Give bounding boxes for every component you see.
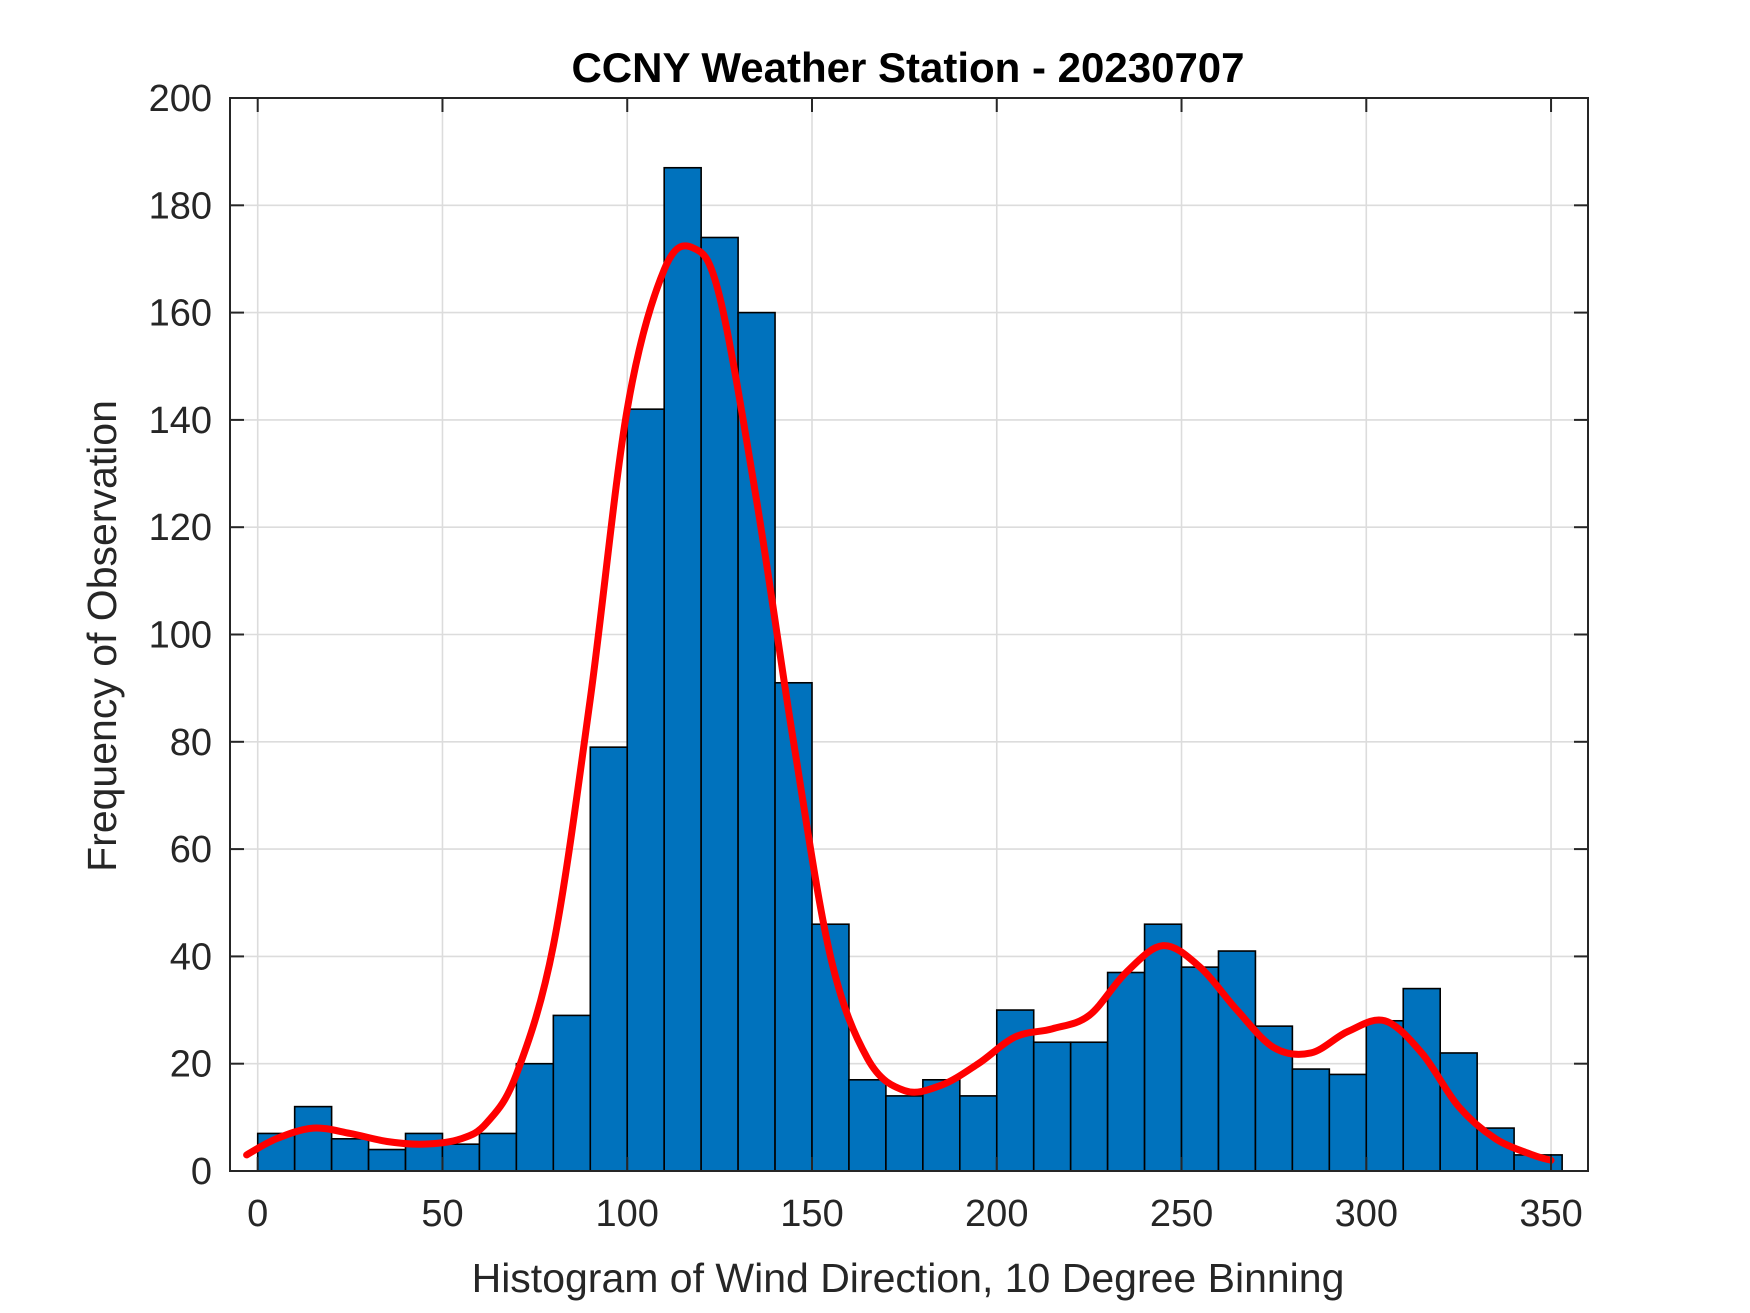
histogram-bar [1328, 1073, 1368, 1172]
histogram-bar [1365, 1019, 1405, 1172]
y-tick-label: 160 [149, 293, 212, 335]
y-tick-label: 20 [170, 1044, 212, 1086]
chart-title: CCNY Weather Station - 20230707 [571, 44, 1244, 91]
histogram-bar [774, 681, 813, 1172]
y-tick-label: 140 [149, 400, 212, 442]
y-tick-label: 120 [149, 507, 212, 549]
x-tick-label: 300 [1335, 1193, 1398, 1235]
grid-lines [230, 97, 1588, 1172]
x-tick-label: 100 [596, 1193, 659, 1235]
axes: 0 50 100 150 200 250 300 350 0 20 40 60 80 100 120 140 1… [149, 78, 1589, 1235]
histogram-bar [1476, 1127, 1515, 1172]
histogram-bar [885, 1095, 924, 1172]
histogram-bar [626, 408, 665, 1172]
histogram-bar [515, 1062, 555, 1172]
histogram-bar [367, 1148, 407, 1172]
histogram-bar [959, 1095, 998, 1172]
fit-curve-line [243, 242, 1555, 1164]
histogram-bar [1291, 1068, 1331, 1172]
histogram-bar [1106, 971, 1146, 1172]
x-tick-label: 0 [247, 1193, 268, 1235]
histogram-bar [700, 236, 739, 1172]
y-axis-label: Frequency of Observation [79, 400, 125, 872]
y-tick-label: 100 [149, 615, 212, 657]
x-tick-label: 200 [965, 1193, 1028, 1235]
fit-curve [243, 242, 1555, 1164]
histogram-bar [404, 1132, 444, 1172]
x-tick-label: 250 [1150, 1193, 1213, 1235]
y-tick-label: 40 [170, 936, 212, 978]
histogram-bar [441, 1143, 481, 1172]
histogram-bar [1032, 1041, 1072, 1172]
histogram-bar [848, 1078, 887, 1172]
y-tick-label: 200 [149, 78, 212, 120]
y-tick-label: 60 [170, 829, 212, 871]
y-tick-label: 180 [149, 185, 212, 227]
x-axis-label: Histogram of Wind Direction, 10 Degree B… [472, 1255, 1345, 1301]
histogram-bar [922, 1078, 961, 1172]
histogram-bar [589, 746, 629, 1172]
x-tick-label: 150 [780, 1193, 843, 1235]
histogram-bar [1143, 923, 1183, 1172]
x-tick-label: 350 [1519, 1193, 1582, 1235]
histogram-bar [552, 1014, 592, 1172]
histogram-bar [1217, 950, 1257, 1172]
histogram-bar [330, 1138, 370, 1172]
histogram-bar [1402, 987, 1441, 1172]
x-tick-label: 50 [421, 1193, 463, 1235]
histogram-bar [1069, 1041, 1109, 1172]
histogram-bar [737, 311, 776, 1172]
histogram-bar [663, 166, 702, 1172]
histogram-bar [478, 1132, 518, 1172]
y-tick-label: 0 [191, 1151, 212, 1193]
histogram-bar [1180, 966, 1220, 1172]
histogram-bar [1439, 1052, 1478, 1172]
histogram-bars [256, 166, 1563, 1172]
y-tick-label: 80 [170, 722, 212, 764]
histogram-bar [293, 1105, 333, 1172]
